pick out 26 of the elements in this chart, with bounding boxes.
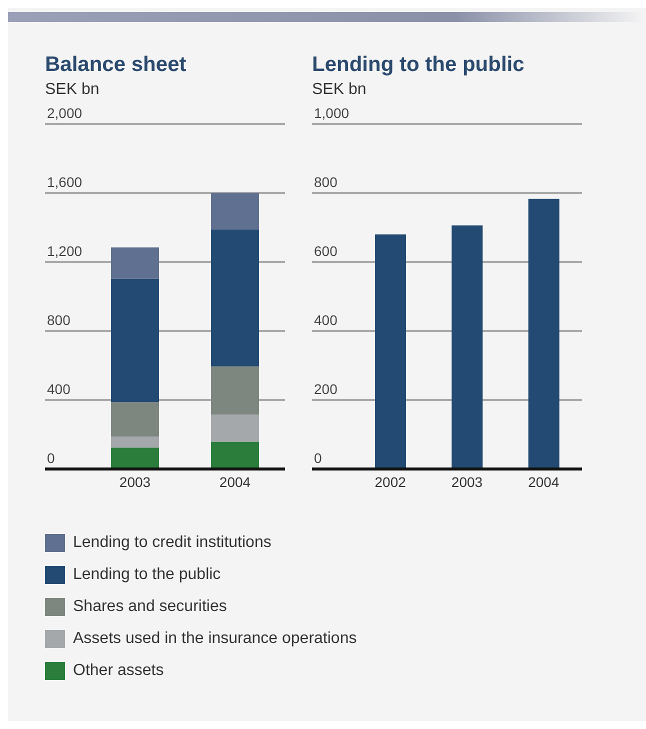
x-tick-label: 2004 [528,474,560,490]
legend-label: Other assets [73,662,164,680]
y-tick-label: 2,000 [47,105,82,121]
chart-title: Balance sheet [45,53,188,77]
chart-subtitle: SEK bn [45,81,100,99]
x-tick-label: 2003 [119,474,151,490]
legend-label: Shares and securities [73,598,227,616]
y-tick-label: 1,200 [47,243,82,259]
y-tick-label: 400 [314,312,338,328]
y-tick-label: 400 [47,381,71,397]
x-tick-label: 2004 [219,474,251,490]
legend-label: Lending to credit institutions [73,534,272,552]
legend-label: Assets used in the insurance operations [73,630,357,648]
y-tick-label: 200 [314,381,338,397]
x-tick-label: 2003 [451,474,483,490]
chart-title: Lending to the public [312,53,526,77]
y-tick-label: 0 [47,450,55,466]
y-tick-label: 1,000 [314,105,350,121]
x-tick-label: 2002 [374,474,406,490]
y-tick-label: 600 [314,243,338,259]
y-tick-label: 800 [47,312,71,328]
chart-subtitle: SEK bn [312,81,368,99]
y-tick-label: 0 [314,450,322,466]
legend-label: Lending to the public [73,566,221,584]
y-tick-label: 800 [314,174,338,190]
y-tick-label: 1,600 [47,174,82,190]
